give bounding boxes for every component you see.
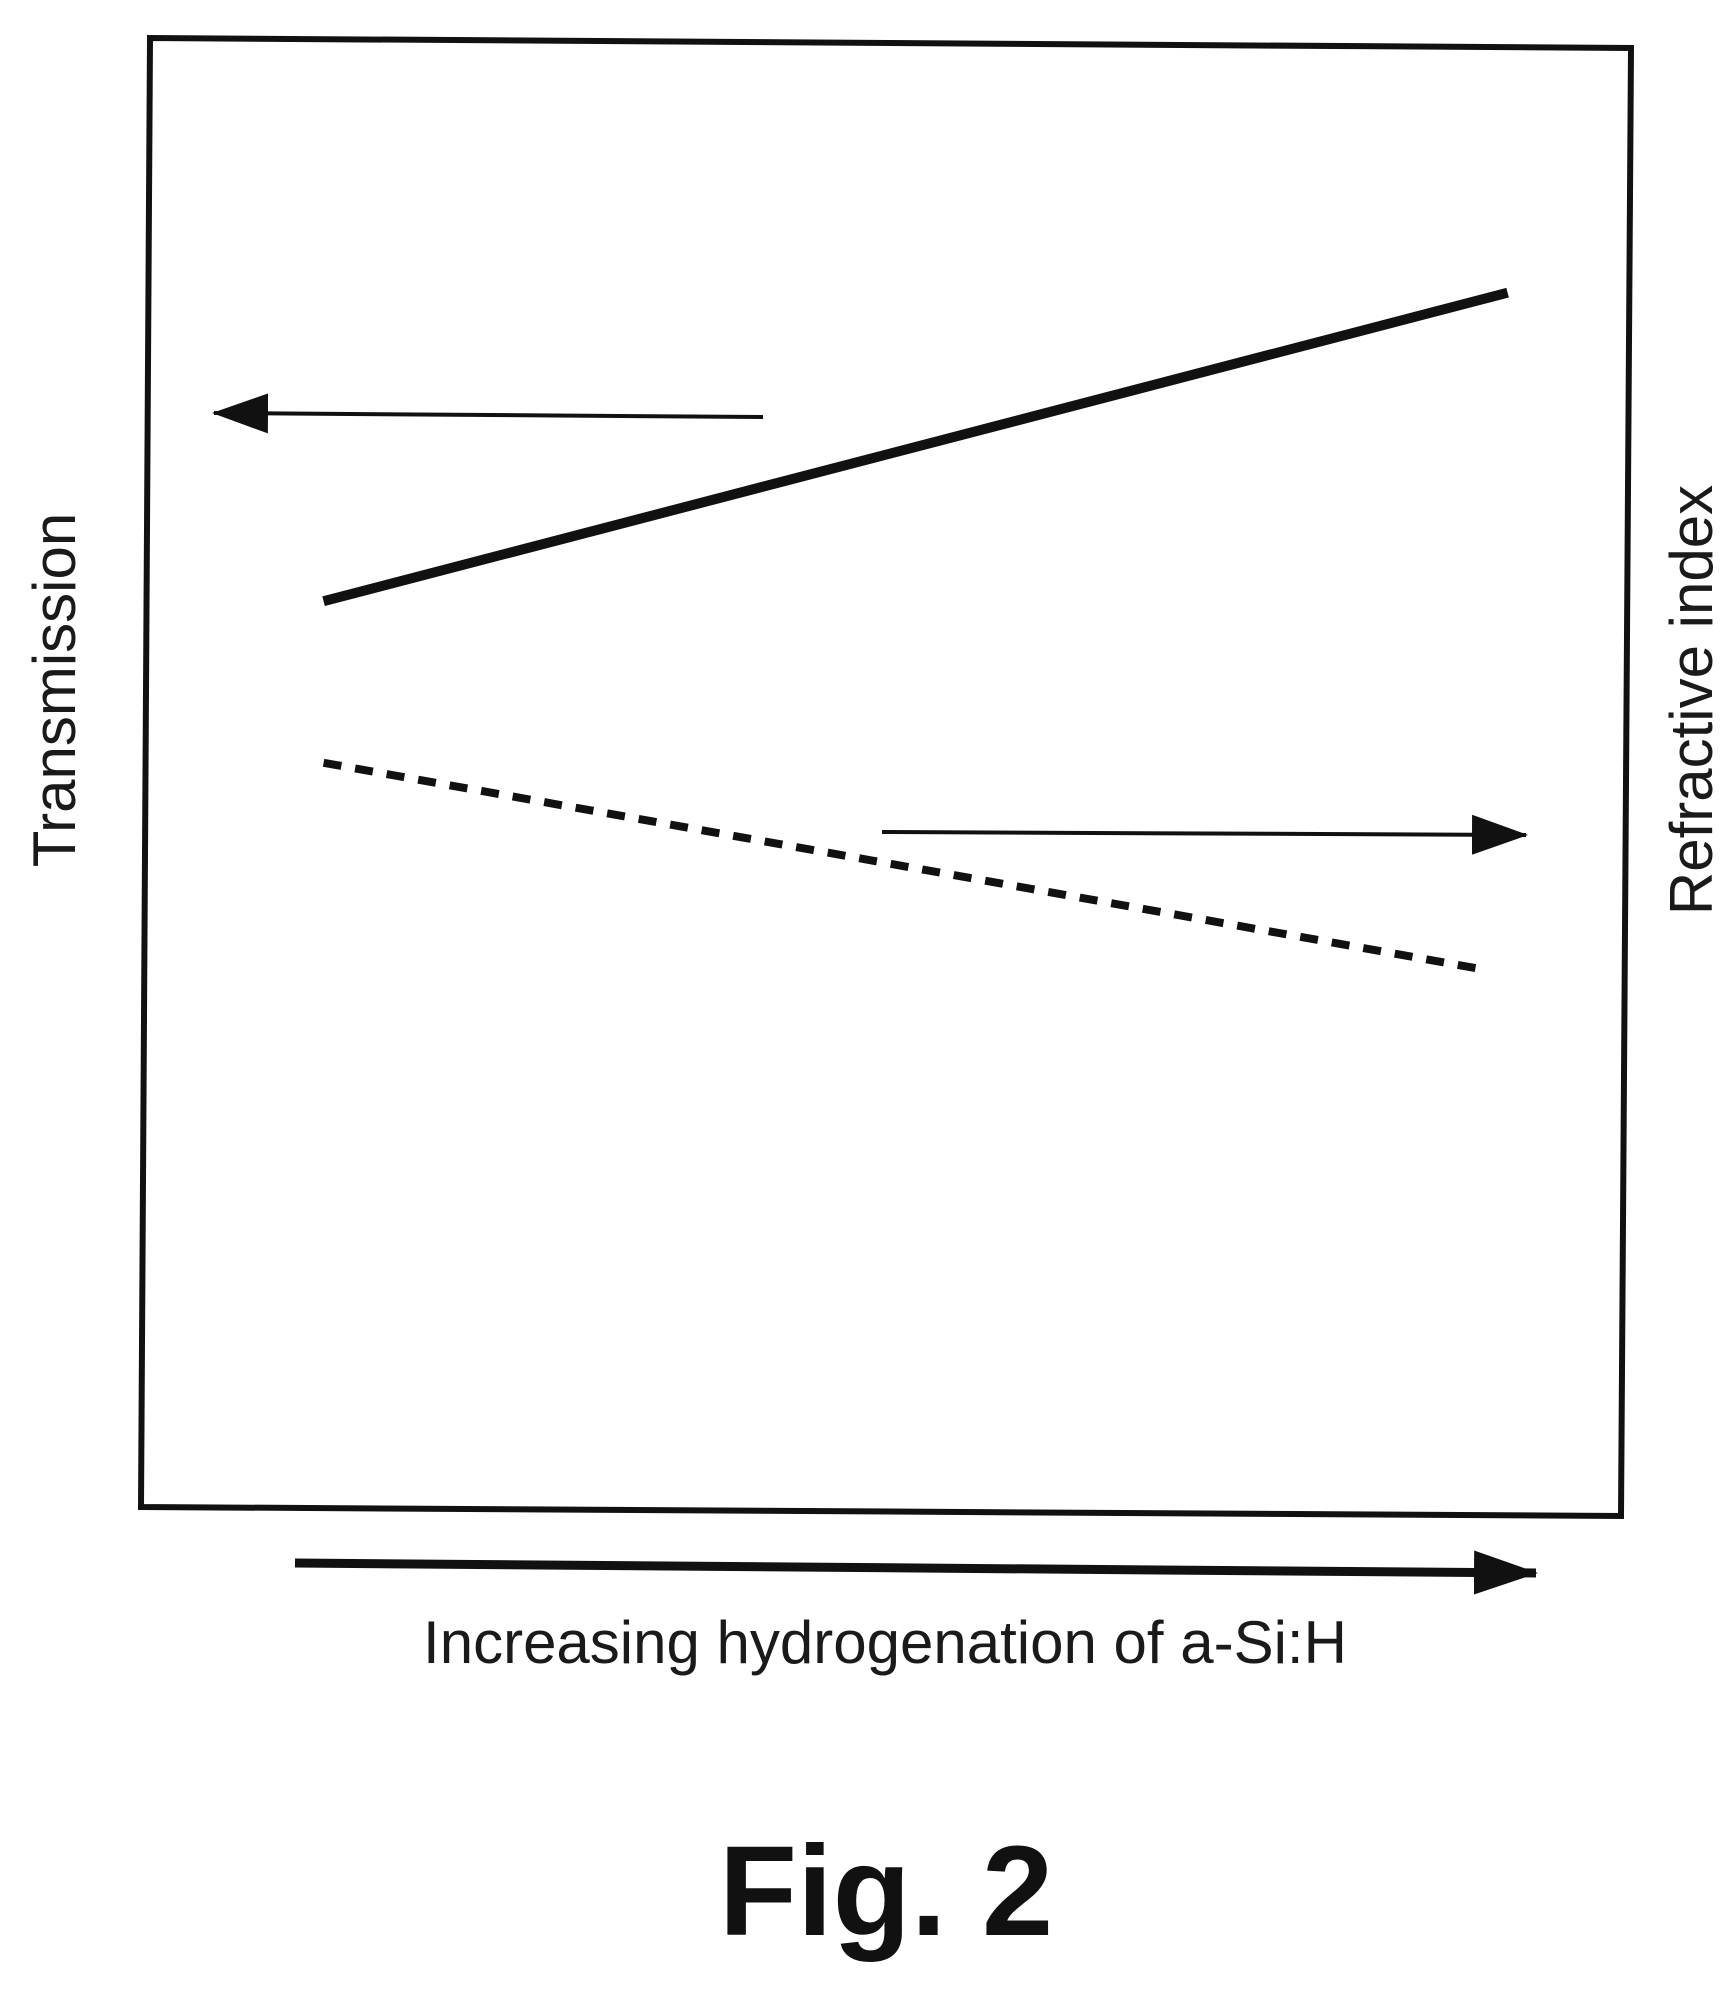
right-axis-label: Refractive index — [1658, 485, 1725, 915]
figure-caption: Fig. 2 — [719, 1820, 1053, 1963]
right-axis-arrow — [881, 814, 1528, 855]
series-layer — [322, 287, 1509, 973]
left-axis-arrow — [212, 393, 764, 434]
x-direction-arrow — [294, 1550, 1538, 1595]
x-axis-label: Increasing hydrogenation of a-Si:H — [423, 1609, 1347, 1676]
series-dashed-line — [322, 758, 1479, 973]
left-axis-label: Transmission — [21, 513, 88, 868]
series-solid-line — [322, 287, 1509, 607]
plot-frame — [137, 34, 1635, 1520]
